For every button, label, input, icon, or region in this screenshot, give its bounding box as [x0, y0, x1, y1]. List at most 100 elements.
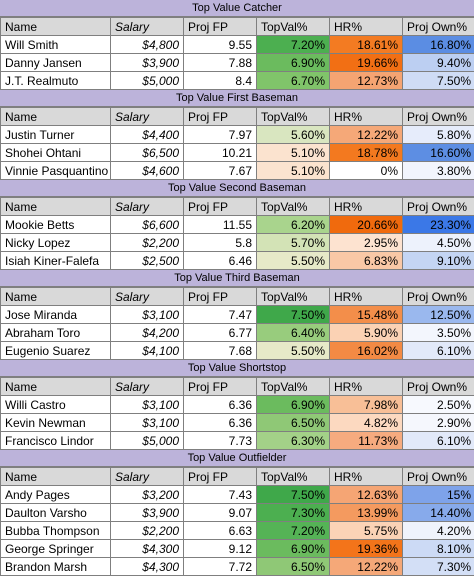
section-title: Top Value Outfielder: [0, 450, 474, 467]
cell-salary: $4,600: [111, 162, 184, 180]
cell-fp: 9.07: [184, 504, 257, 522]
cell-fp: 10.21: [184, 144, 257, 162]
cell-name: Isiah Kiner-Falefa: [1, 252, 111, 270]
cell-salary: $2,200: [111, 522, 184, 540]
header-hr[interactable]: HR%: [330, 108, 403, 126]
header-name[interactable]: Name: [1, 468, 111, 486]
header-salary[interactable]: Salary: [111, 378, 184, 396]
cell-own: 3.50%: [403, 324, 474, 342]
header-name[interactable]: Name: [1, 18, 111, 36]
header-proj-own[interactable]: Proj Own%: [403, 288, 474, 306]
header-name[interactable]: Name: [1, 198, 111, 216]
cell-name: Kevin Newman: [1, 414, 111, 432]
header-proj-own[interactable]: Proj Own%: [403, 378, 474, 396]
header-salary[interactable]: Salary: [111, 108, 184, 126]
header-hr[interactable]: HR%: [330, 288, 403, 306]
header-proj-own[interactable]: Proj Own%: [403, 108, 474, 126]
header-name[interactable]: Name: [1, 108, 111, 126]
header-topval[interactable]: TopVal%: [257, 108, 330, 126]
cell-fp: 7.97: [184, 126, 257, 144]
cell-fp: 6.36: [184, 414, 257, 432]
header-name[interactable]: Name: [1, 288, 111, 306]
header-proj-own[interactable]: Proj Own%: [403, 198, 474, 216]
cell-own: 8.10%: [403, 540, 474, 558]
header-topval[interactable]: TopVal%: [257, 198, 330, 216]
section-title: Top Value Catcher: [0, 0, 474, 17]
cell-salary: $4,200: [111, 324, 184, 342]
cell-own: 5.80%: [403, 126, 474, 144]
cell-topval: 5.50%: [257, 252, 330, 270]
header-name[interactable]: Name: [1, 378, 111, 396]
section-title: Top Value First Baseman: [0, 90, 474, 107]
cell-topval: 6.90%: [257, 540, 330, 558]
cell-name: Jose Miranda: [1, 306, 111, 324]
header-proj-own[interactable]: Proj Own%: [403, 468, 474, 486]
cell-hr: 19.66%: [330, 54, 403, 72]
cell-hr: 2.95%: [330, 234, 403, 252]
cell-salary: $6,500: [111, 144, 184, 162]
cell-fp: 7.68: [184, 342, 257, 360]
cell-fp: 6.77: [184, 324, 257, 342]
header-topval[interactable]: TopVal%: [257, 18, 330, 36]
header-salary[interactable]: Salary: [111, 18, 184, 36]
header-proj-fp[interactable]: Proj FP: [184, 18, 257, 36]
header-topval[interactable]: TopVal%: [257, 468, 330, 486]
cell-hr: 0%: [330, 162, 403, 180]
header-salary[interactable]: Salary: [111, 198, 184, 216]
header-salary[interactable]: Salary: [111, 468, 184, 486]
cell-fp: 7.43: [184, 486, 257, 504]
cell-topval: 7.50%: [257, 486, 330, 504]
header-proj-fp[interactable]: Proj FP: [184, 468, 257, 486]
header-proj-fp[interactable]: Proj FP: [184, 108, 257, 126]
cell-own: 7.30%: [403, 558, 474, 576]
cell-fp: 6.46: [184, 252, 257, 270]
cell-name: Nicky Lopez: [1, 234, 111, 252]
cell-own: 2.50%: [403, 396, 474, 414]
header-hr[interactable]: HR%: [330, 378, 403, 396]
header-proj-own[interactable]: Proj Own%: [403, 18, 474, 36]
header-topval[interactable]: TopVal%: [257, 288, 330, 306]
header-proj-fp[interactable]: Proj FP: [184, 378, 257, 396]
cell-name: Mookie Betts: [1, 216, 111, 234]
header-topval[interactable]: TopVal%: [257, 378, 330, 396]
cell-name: Daulton Varsho: [1, 504, 111, 522]
cell-fp: 9.55: [184, 36, 257, 54]
header-proj-fp[interactable]: Proj FP: [184, 198, 257, 216]
header-hr[interactable]: HR%: [330, 198, 403, 216]
header-hr[interactable]: HR%: [330, 468, 403, 486]
header-salary[interactable]: Salary: [111, 288, 184, 306]
header-proj-fp[interactable]: Proj FP: [184, 288, 257, 306]
cell-own: 12.50%: [403, 306, 474, 324]
section-title: Top Value Third Baseman: [0, 270, 474, 287]
cell-fp: 7.73: [184, 432, 257, 450]
header-hr[interactable]: HR%: [330, 18, 403, 36]
